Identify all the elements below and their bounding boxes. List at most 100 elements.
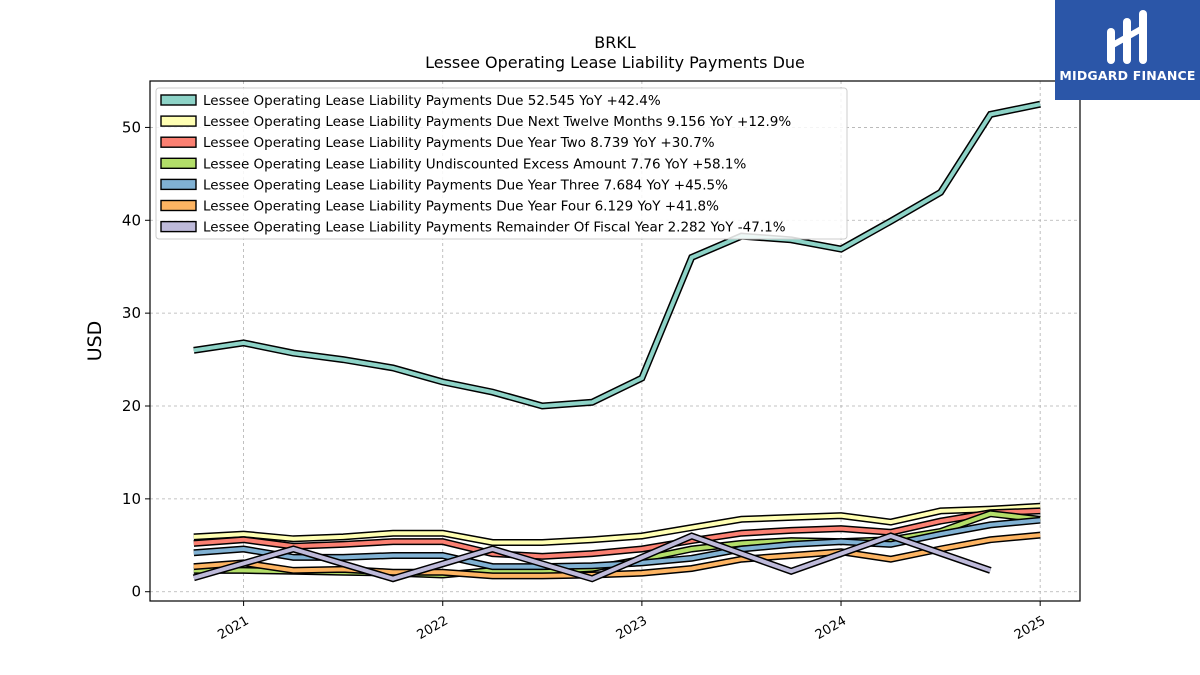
data-point xyxy=(690,535,693,538)
legend-entry: Lessee Operating Lease Liability Payment… xyxy=(203,199,719,215)
data-point xyxy=(242,341,245,344)
data-point xyxy=(1039,519,1042,522)
data-point xyxy=(541,541,544,544)
legend-swatch xyxy=(160,157,197,170)
data-point xyxy=(342,568,345,571)
data-point xyxy=(391,554,394,557)
logo-text: MIDGARD FINANCE xyxy=(1059,68,1196,83)
y-axis-label: USD xyxy=(84,321,106,362)
data-point xyxy=(640,572,643,575)
data-point xyxy=(391,571,394,574)
series-line-stroke xyxy=(193,508,1041,559)
series-line-2 xyxy=(192,507,1041,560)
series-line-stroke xyxy=(193,102,1041,409)
data-point xyxy=(292,556,295,559)
data-point xyxy=(1039,505,1042,508)
data-point xyxy=(591,577,594,580)
legend-entry: Lessee Operating Lease Liability Payment… xyxy=(203,177,728,193)
legend-swatch xyxy=(160,220,197,233)
data-point xyxy=(889,558,892,561)
data-point xyxy=(591,552,594,555)
data-point xyxy=(591,538,594,541)
data-point xyxy=(591,401,594,404)
data-point xyxy=(541,405,544,408)
data-point xyxy=(840,248,843,251)
x-tick-label: 2025 xyxy=(1012,613,1048,643)
legend-swatch xyxy=(160,178,197,191)
data-point xyxy=(491,565,494,568)
data-point xyxy=(790,516,793,519)
data-point xyxy=(441,540,444,543)
legend-entry: Lessee Operating Lease Liability Payment… xyxy=(203,93,661,109)
data-point xyxy=(242,548,245,551)
data-point xyxy=(242,533,245,536)
legend-box xyxy=(155,87,848,240)
data-point xyxy=(640,561,643,564)
data-point xyxy=(1039,534,1042,537)
data-point xyxy=(690,256,693,259)
legend-swatch xyxy=(160,136,197,148)
data-point xyxy=(441,554,444,557)
data-point xyxy=(790,543,793,546)
data-point xyxy=(939,191,942,194)
data-point xyxy=(989,512,992,515)
data-point xyxy=(541,574,544,577)
data-point xyxy=(740,542,743,545)
y-tick-label: 40 xyxy=(122,211,141,229)
data-point xyxy=(790,570,793,573)
legend-entry: Lessee Operating Lease Liability Payment… xyxy=(203,220,786,236)
data-point xyxy=(192,535,195,538)
data-point xyxy=(242,538,245,541)
legend-entry: Lessee Operating Lease Liability Payment… xyxy=(203,114,791,130)
data-point xyxy=(939,533,942,536)
data-point xyxy=(790,529,793,532)
data-point xyxy=(840,514,843,517)
legend-swatch xyxy=(160,199,197,212)
data-point xyxy=(441,380,444,383)
data-point xyxy=(292,537,295,540)
data-point xyxy=(391,577,394,580)
data-point xyxy=(242,569,245,572)
x-tick-label: 2022 xyxy=(415,613,451,643)
logo-mark-icon xyxy=(1107,10,1147,64)
data-point xyxy=(391,366,394,369)
data-point xyxy=(840,540,843,543)
data-point xyxy=(192,565,195,568)
data-point xyxy=(690,557,693,560)
data-point xyxy=(989,569,992,572)
data-point xyxy=(690,567,693,570)
x-axis: 2021 2022 2023 2024 2025 xyxy=(215,601,1048,643)
data-point xyxy=(640,377,643,380)
data-point xyxy=(790,554,793,557)
series-line-1 xyxy=(192,502,1042,546)
legend-entry: Lessee Operating Lease Liability Undisco… xyxy=(203,156,747,172)
data-point xyxy=(192,576,195,579)
data-point xyxy=(441,532,444,535)
data-point xyxy=(640,548,643,551)
data-point xyxy=(192,551,195,554)
data-point xyxy=(989,523,992,526)
data-point xyxy=(192,542,195,545)
series-line-stroke xyxy=(193,504,1041,545)
data-point xyxy=(740,518,743,521)
y-axis: 0 10 20 30 40 50 xyxy=(122,118,150,601)
data-point xyxy=(889,543,892,546)
data-point xyxy=(342,556,345,559)
data-point xyxy=(989,538,992,541)
data-point xyxy=(192,349,195,352)
data-point xyxy=(441,571,444,574)
data-point xyxy=(740,558,743,561)
data-point xyxy=(690,526,693,529)
data-point xyxy=(840,527,843,530)
data-point xyxy=(989,113,992,116)
chart-title: BRKL xyxy=(594,33,636,52)
data-point xyxy=(292,569,295,572)
data-point xyxy=(491,391,494,394)
legend-swatch xyxy=(160,94,197,106)
y-tick-label: 20 xyxy=(122,397,141,415)
data-point xyxy=(292,352,295,355)
series-line-6 xyxy=(192,532,992,583)
y-tick-label: 0 xyxy=(131,583,141,601)
data-point xyxy=(740,532,743,535)
data-point xyxy=(541,555,544,558)
